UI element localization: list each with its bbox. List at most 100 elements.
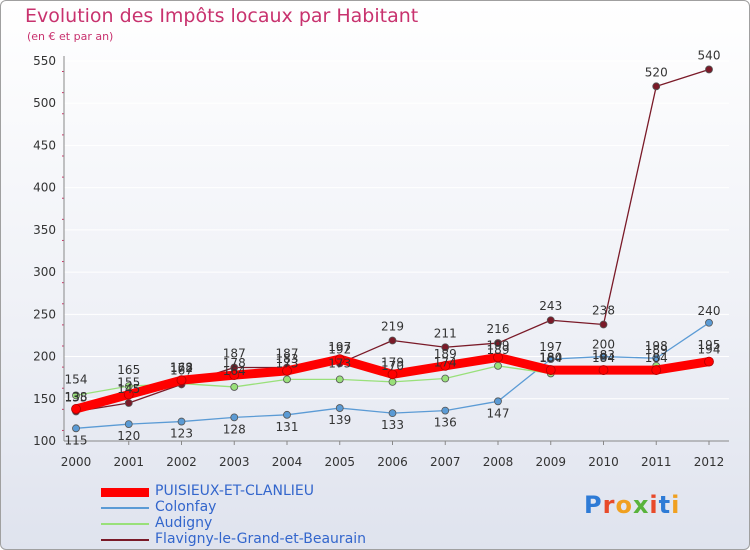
data-point [230, 413, 239, 422]
data-point [441, 406, 450, 415]
data-label: 167 [170, 363, 193, 377]
x-tick-label: 2010 [588, 455, 619, 469]
x-tick-label: 2009 [535, 455, 566, 469]
y-tick-label: 250 [33, 307, 56, 321]
data-point [388, 336, 397, 345]
data-label: 187 [276, 347, 299, 361]
data-point [599, 320, 608, 329]
data-label: 243 [539, 299, 562, 313]
data-label: 136 [434, 416, 457, 430]
data-label: 131 [276, 420, 299, 434]
data-point [72, 391, 80, 400]
data-label: 165 [117, 363, 140, 377]
data-label: 147 [487, 406, 510, 420]
data-label: 115 [65, 433, 88, 447]
data-label: 179 [381, 355, 404, 369]
data-label: 187 [223, 347, 246, 361]
data-label: 211 [434, 326, 457, 340]
logo-letter: i [671, 491, 681, 519]
data-point [546, 355, 555, 363]
data-point [335, 404, 344, 412]
y-tick-label: 450 [33, 138, 56, 152]
data-label: 195 [698, 338, 721, 352]
data-label: 189 [645, 343, 668, 357]
legend-swatch [101, 488, 149, 497]
data-label: 180 [539, 350, 562, 364]
x-tick-label: 2011 [641, 455, 672, 469]
legend-label: Flavigny-le-Grand-et-Beaurain [155, 531, 367, 547]
y-tick-label: 550 [33, 54, 56, 68]
data-label: 219 [381, 320, 404, 334]
data-point [441, 343, 450, 352]
data-label: 189 [434, 347, 457, 361]
data-point [230, 383, 239, 391]
y-tick-label: 100 [33, 434, 56, 448]
data-point [388, 377, 397, 386]
legend-swatch [101, 539, 149, 541]
x-tick-label: 2007 [430, 455, 461, 469]
x-tick-label: 2001 [113, 455, 144, 469]
data-point [494, 361, 502, 370]
data-label: 198 [645, 339, 668, 353]
data-point [651, 365, 662, 375]
data-point [652, 82, 661, 91]
chart-title: Evolution des Impôts locaux par Habitant [25, 5, 419, 27]
x-tick-label: 2012 [694, 455, 725, 469]
data-point [124, 382, 133, 391]
data-point [283, 375, 291, 384]
data-point [440, 360, 451, 371]
data-label: 154 [65, 372, 88, 386]
data-label: 139 [328, 413, 351, 427]
y-tick-label: 400 [33, 181, 56, 195]
legend-label: Audigny [155, 515, 213, 531]
data-point [176, 375, 187, 386]
data-point [124, 420, 133, 429]
legend-swatch [101, 507, 149, 509]
data-point [388, 409, 397, 418]
data-label: 184 [592, 351, 615, 365]
data-label: 189 [487, 343, 510, 357]
data-label: 200 [592, 338, 615, 352]
data-label: 128 [223, 422, 246, 436]
data-point [599, 352, 608, 361]
x-tick-label: 2004 [272, 455, 303, 469]
data-point [441, 374, 450, 383]
y-tick-label: 150 [33, 392, 56, 406]
data-label: 520 [645, 65, 668, 79]
data-label: 120 [117, 429, 140, 443]
data-label: 184 [539, 351, 562, 365]
y-tick-label: 350 [33, 223, 56, 237]
data-label: 173 [328, 356, 351, 370]
data-label: 240 [698, 304, 721, 318]
data-label: 172 [170, 361, 193, 375]
data-label: 138 [65, 390, 88, 404]
data-label: 238 [592, 303, 615, 317]
data-label: 178 [223, 356, 246, 370]
data-label: 123 [170, 427, 193, 441]
data-label: 194 [698, 343, 721, 357]
data-label: 133 [381, 418, 404, 432]
data-label: 192 [328, 342, 351, 356]
logo-letter: i [649, 491, 659, 519]
data-point [494, 339, 502, 347]
data-label: 173 [276, 356, 299, 370]
x-tick-label: 2000 [61, 455, 92, 469]
legend-label: PUISIEUX-ET-CLANLIEU [155, 483, 315, 499]
data-point [705, 318, 713, 327]
y-tick-label: 200 [33, 350, 56, 364]
data-point [124, 399, 133, 407]
data-label: 155 [117, 376, 140, 390]
x-tick-label: 2006 [377, 455, 408, 469]
logo-letter: x [632, 491, 650, 519]
data-label: 183 [592, 348, 615, 362]
data-point [335, 375, 344, 384]
data-label: 174 [434, 356, 457, 370]
data-label: 199 [487, 338, 510, 352]
y-tick-label: 300 [33, 265, 56, 279]
data-point [546, 316, 555, 325]
y-tick-label: 500 [33, 96, 56, 110]
data-label: 170 [381, 359, 404, 373]
chart-subtitle: (en € et par an) [27, 30, 114, 43]
